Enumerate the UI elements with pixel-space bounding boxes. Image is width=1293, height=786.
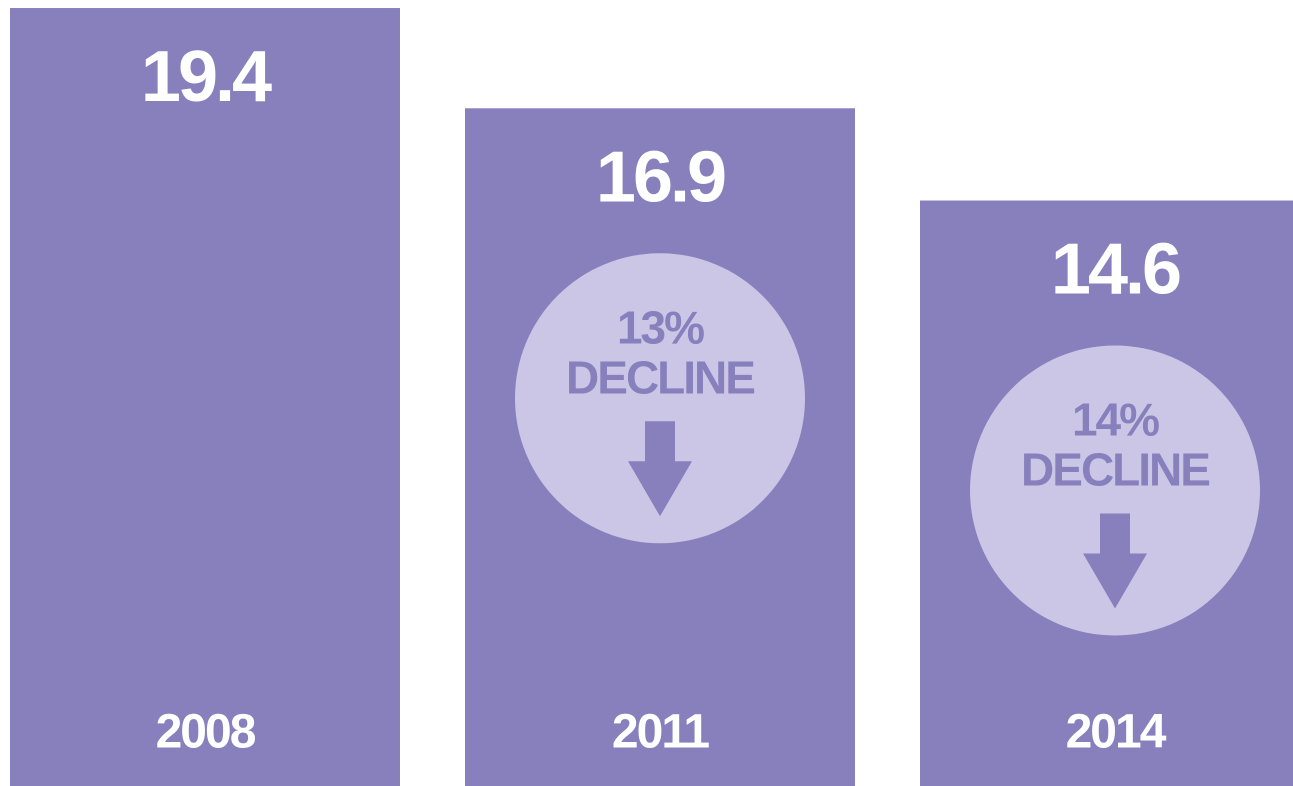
decline-label: 14% <box>1072 394 1159 446</box>
value-label: 19.4 <box>141 37 272 117</box>
decline-circle <box>515 253 805 544</box>
decline-label: DECLINE <box>566 351 754 403</box>
value-label: 16.9 <box>596 137 725 217</box>
decline-arrow <box>628 421 692 517</box>
decline-circle <box>970 345 1260 636</box>
decline-label: DECLINE <box>1021 444 1209 496</box>
decline-label: 13% <box>617 301 704 353</box>
x-tick-label: 2008 <box>156 706 256 759</box>
x-tick-label: 2014 <box>1066 706 1167 759</box>
value-label: 14.6 <box>1051 230 1180 310</box>
bar <box>10 8 400 786</box>
decline-arrow <box>1083 513 1147 609</box>
x-tick-label: 2011 <box>612 706 709 759</box>
